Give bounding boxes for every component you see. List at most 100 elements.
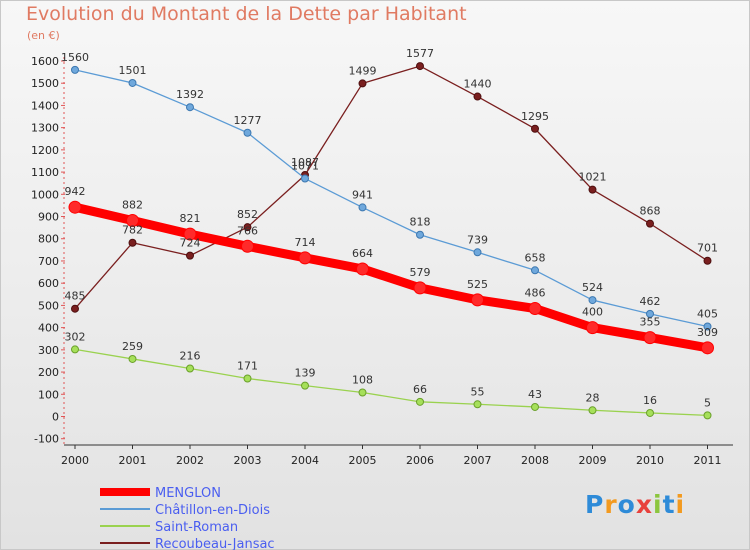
data-label: 724 [180, 237, 201, 250]
data-point-menglon [68, 200, 82, 214]
data-label: 1087 [291, 156, 319, 169]
y-tick-label: 1500 [31, 77, 59, 90]
data-label: 1277 [234, 114, 262, 127]
data-point-menglon [701, 341, 714, 355]
data-label: 309 [697, 326, 718, 339]
x-tick-label: 2010 [636, 454, 664, 467]
data-label: 486 [525, 287, 546, 300]
data-point-saint-roman [646, 408, 654, 417]
data-labels: 942 882 821 766 714 664 579 525 486 400 355 309 1560… [61, 47, 718, 409]
y-tick-label: 1100 [31, 166, 59, 179]
data-label: 579 [410, 266, 431, 279]
data-label: 108 [352, 374, 373, 387]
data-label: 766 [237, 224, 258, 237]
data-point-recoubeau-jansac [358, 79, 367, 88]
y-tick-label: 1600 [31, 55, 59, 68]
data-label: 739 [467, 233, 488, 246]
data-point-recoubeau-jansac [128, 238, 137, 247]
series-line-recoubeau-jansac [74, 65, 709, 310]
x-tick-label: 2009 [579, 454, 607, 467]
data-point-saint-roman [588, 406, 597, 415]
proxiti-logo: Proxiti [585, 490, 685, 519]
data-point-saint-roman [71, 345, 79, 354]
data-point-chatillon-en-diois [646, 309, 654, 318]
y-tick-label: 700 [38, 255, 59, 268]
data-point-menglon [356, 262, 369, 276]
y-tick-label: -100 [34, 433, 59, 446]
data-point-chatillon-en-diois [473, 248, 482, 257]
logo-letter: o [617, 490, 636, 519]
y-tick-label: 1400 [31, 99, 59, 112]
data-point-recoubeau-jansac [531, 124, 539, 133]
data-label: 485 [65, 290, 86, 303]
logo-letter: x [635, 490, 653, 519]
logo-letter: t [662, 490, 676, 519]
x-tick-label: 2003 [234, 454, 262, 467]
y-tick-label: 400 [38, 322, 59, 335]
data-point-recoubeau-jansac [473, 92, 482, 101]
legend: MENGLON Châtillon-en-Diois Saint-Roman Reco… [100, 486, 275, 550]
data-point-chatillon-en-diois [358, 203, 367, 212]
data-label: 664 [352, 247, 373, 260]
chart-unit: (en €) [27, 29, 60, 42]
data-label: 941 [352, 188, 373, 201]
data-point-menglon [126, 214, 139, 228]
data-label: 818 [410, 216, 431, 229]
legend-label-recoubeau-jansac: Recoubeau-Jansac [155, 537, 275, 550]
data-point-saint-roman [358, 388, 367, 397]
y-tick-label: 1000 [31, 188, 59, 201]
data-label: 405 [697, 308, 718, 321]
x-tick-label: 2000 [61, 454, 89, 467]
legend-label-saint-roman: Saint-Roman [155, 520, 238, 535]
data-point-chatillon-en-diois [531, 266, 539, 275]
data-point-chatillon-en-diois [703, 322, 712, 331]
data-label: 852 [237, 208, 258, 221]
axes: -100 0 100 200 300 400 500 600 700 800 900 1000 1100… [31, 55, 733, 467]
data-label: 28 [586, 391, 600, 404]
data-label: 355 [640, 316, 661, 329]
data-point-recoubeau-jansac [71, 304, 79, 313]
legend-label-chatillon-en-diois: Châtillon-en-Diois [155, 503, 270, 518]
x-tick-label: 2006 [406, 454, 434, 467]
data-point-menglon [586, 321, 599, 335]
data-point-recoubeau-jansac [703, 256, 712, 265]
data-point-menglon [471, 293, 484, 307]
data-point-chatillon-en-diois [243, 128, 252, 137]
data-label: 462 [640, 295, 661, 308]
data-point-saint-roman [531, 402, 539, 411]
series-lines [68, 62, 714, 420]
data-point-chatillon-en-diois [128, 78, 137, 87]
data-point-chatillon-en-diois [71, 65, 79, 74]
x-tick-label: 2002 [176, 454, 204, 467]
legend-label-menglon: MENGLON [155, 486, 221, 501]
data-point-menglon [183, 227, 197, 241]
data-label: 821 [180, 212, 201, 225]
y-tick-label: 100 [38, 388, 59, 401]
data-point-saint-roman [186, 364, 194, 373]
data-label: 16 [643, 394, 657, 407]
chart-title: Evolution du Montant de la Dette par Hab… [26, 3, 467, 25]
data-label: 1021 [579, 171, 607, 184]
data-label: 1071 [291, 160, 319, 173]
data-point-saint-roman [301, 381, 309, 390]
y-tick-label: 600 [38, 277, 59, 290]
data-point-chatillon-en-diois [588, 296, 597, 305]
data-label: 259 [122, 340, 143, 353]
data-label: 714 [295, 236, 316, 249]
data-point-chatillon-en-diois [301, 174, 309, 183]
data-label: 400 [582, 306, 603, 319]
y-tick-label: 300 [38, 344, 59, 357]
data-label: 942 [65, 185, 86, 198]
logo-letter: r [604, 490, 618, 519]
x-tick-label: 2007 [464, 454, 492, 467]
data-label: 302 [65, 330, 86, 343]
data-label: 171 [237, 360, 258, 373]
series-line-chatillon-en-diois [74, 69, 709, 328]
data-point-recoubeau-jansac [186, 251, 194, 260]
data-label: 868 [640, 205, 661, 218]
data-point-saint-roman [243, 374, 252, 383]
data-label: 1501 [119, 64, 147, 77]
x-tick-label: 2001 [119, 454, 147, 467]
data-label: 525 [467, 278, 488, 291]
data-point-saint-roman [473, 400, 482, 409]
